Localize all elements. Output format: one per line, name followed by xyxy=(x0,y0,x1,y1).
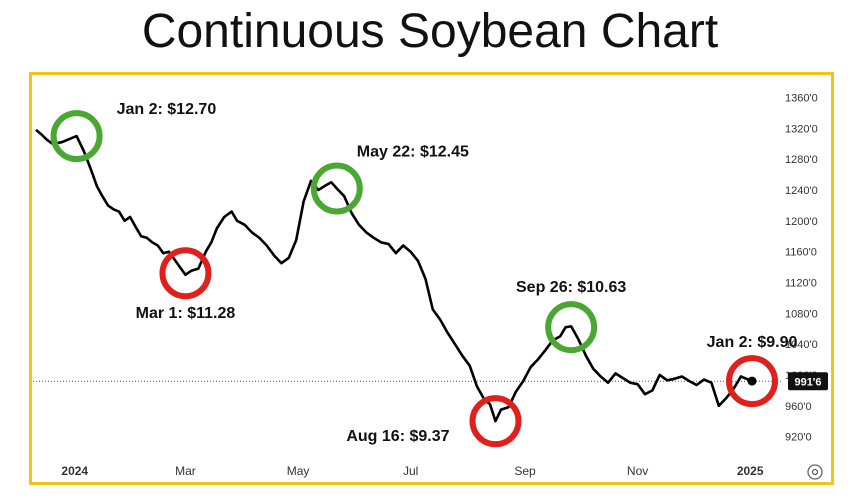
annotation-label: May 22: $12.45 xyxy=(357,143,469,160)
red-annotation-circle xyxy=(469,395,522,448)
y-tick-label: 1240'0 xyxy=(785,185,818,197)
annotation-label: Aug 16: $9.37 xyxy=(346,428,449,445)
green-annotation-circle xyxy=(50,110,103,163)
annotation-labels: Jan 2: $12.70 Mar 1: $11.28 May 22: $12.45… xyxy=(117,101,798,445)
x-tick-label: Jul xyxy=(403,464,418,478)
green-annotation-circle xyxy=(545,301,598,354)
x-tick-label: Sep xyxy=(514,464,536,478)
y-tick-label: 1280'0 xyxy=(785,154,818,166)
current-price-badge-bg xyxy=(788,372,828,391)
y-tick-label: 1320'0 xyxy=(785,123,818,135)
y-tick-label: 1040'0 xyxy=(785,339,818,351)
annotation-label: Mar 1: $11.28 xyxy=(136,305,236,322)
current-price-badge: 991'6 xyxy=(788,372,828,391)
y-tick-label: 1360'0 xyxy=(785,93,818,105)
y-tick-label: 1160'0 xyxy=(785,247,817,259)
x-tick-label: May xyxy=(287,464,310,478)
current-price-badge-text: 991'6 xyxy=(794,376,821,388)
green-annotation-circle xyxy=(310,162,363,215)
chart-frame xyxy=(29,72,834,485)
y-axis-labels: 1360'0 1320'0 1280'0 1240'0 1200'0 1160'0 1120… xyxy=(785,93,818,444)
chart-title: Continuous Soybean Chart xyxy=(141,5,719,58)
annotation-circles xyxy=(50,110,779,448)
y-tick-label: 920'0 xyxy=(785,432,812,444)
y-tick-label: 1080'0 xyxy=(785,308,818,320)
x-tick-label: 2025 xyxy=(737,464,764,478)
x-tick-label: 2024 xyxy=(61,464,88,478)
red-annotation-circle xyxy=(159,247,212,300)
red-annotation-circle xyxy=(726,355,779,408)
y-tick-label: 1120'0 xyxy=(785,277,817,289)
last-price-dot xyxy=(747,376,757,386)
x-axis-labels: 2024 Mar May Jul Sep Nov 2025 xyxy=(61,464,763,478)
annotation-label: Jan 2: $12.70 xyxy=(117,101,217,118)
x-tick-label: Mar xyxy=(175,464,196,478)
gear-icon[interactable] xyxy=(807,464,823,480)
y-tick-label: 960'0 xyxy=(785,401,812,413)
annotation-label: Sep 26: $10.63 xyxy=(516,279,626,296)
x-tick-label: Nov xyxy=(627,464,648,478)
annotation-label: Jan 2: $9.90 xyxy=(707,334,798,351)
y-tick-label: 1200'0 xyxy=(785,216,818,228)
price-series-line xyxy=(35,128,753,423)
